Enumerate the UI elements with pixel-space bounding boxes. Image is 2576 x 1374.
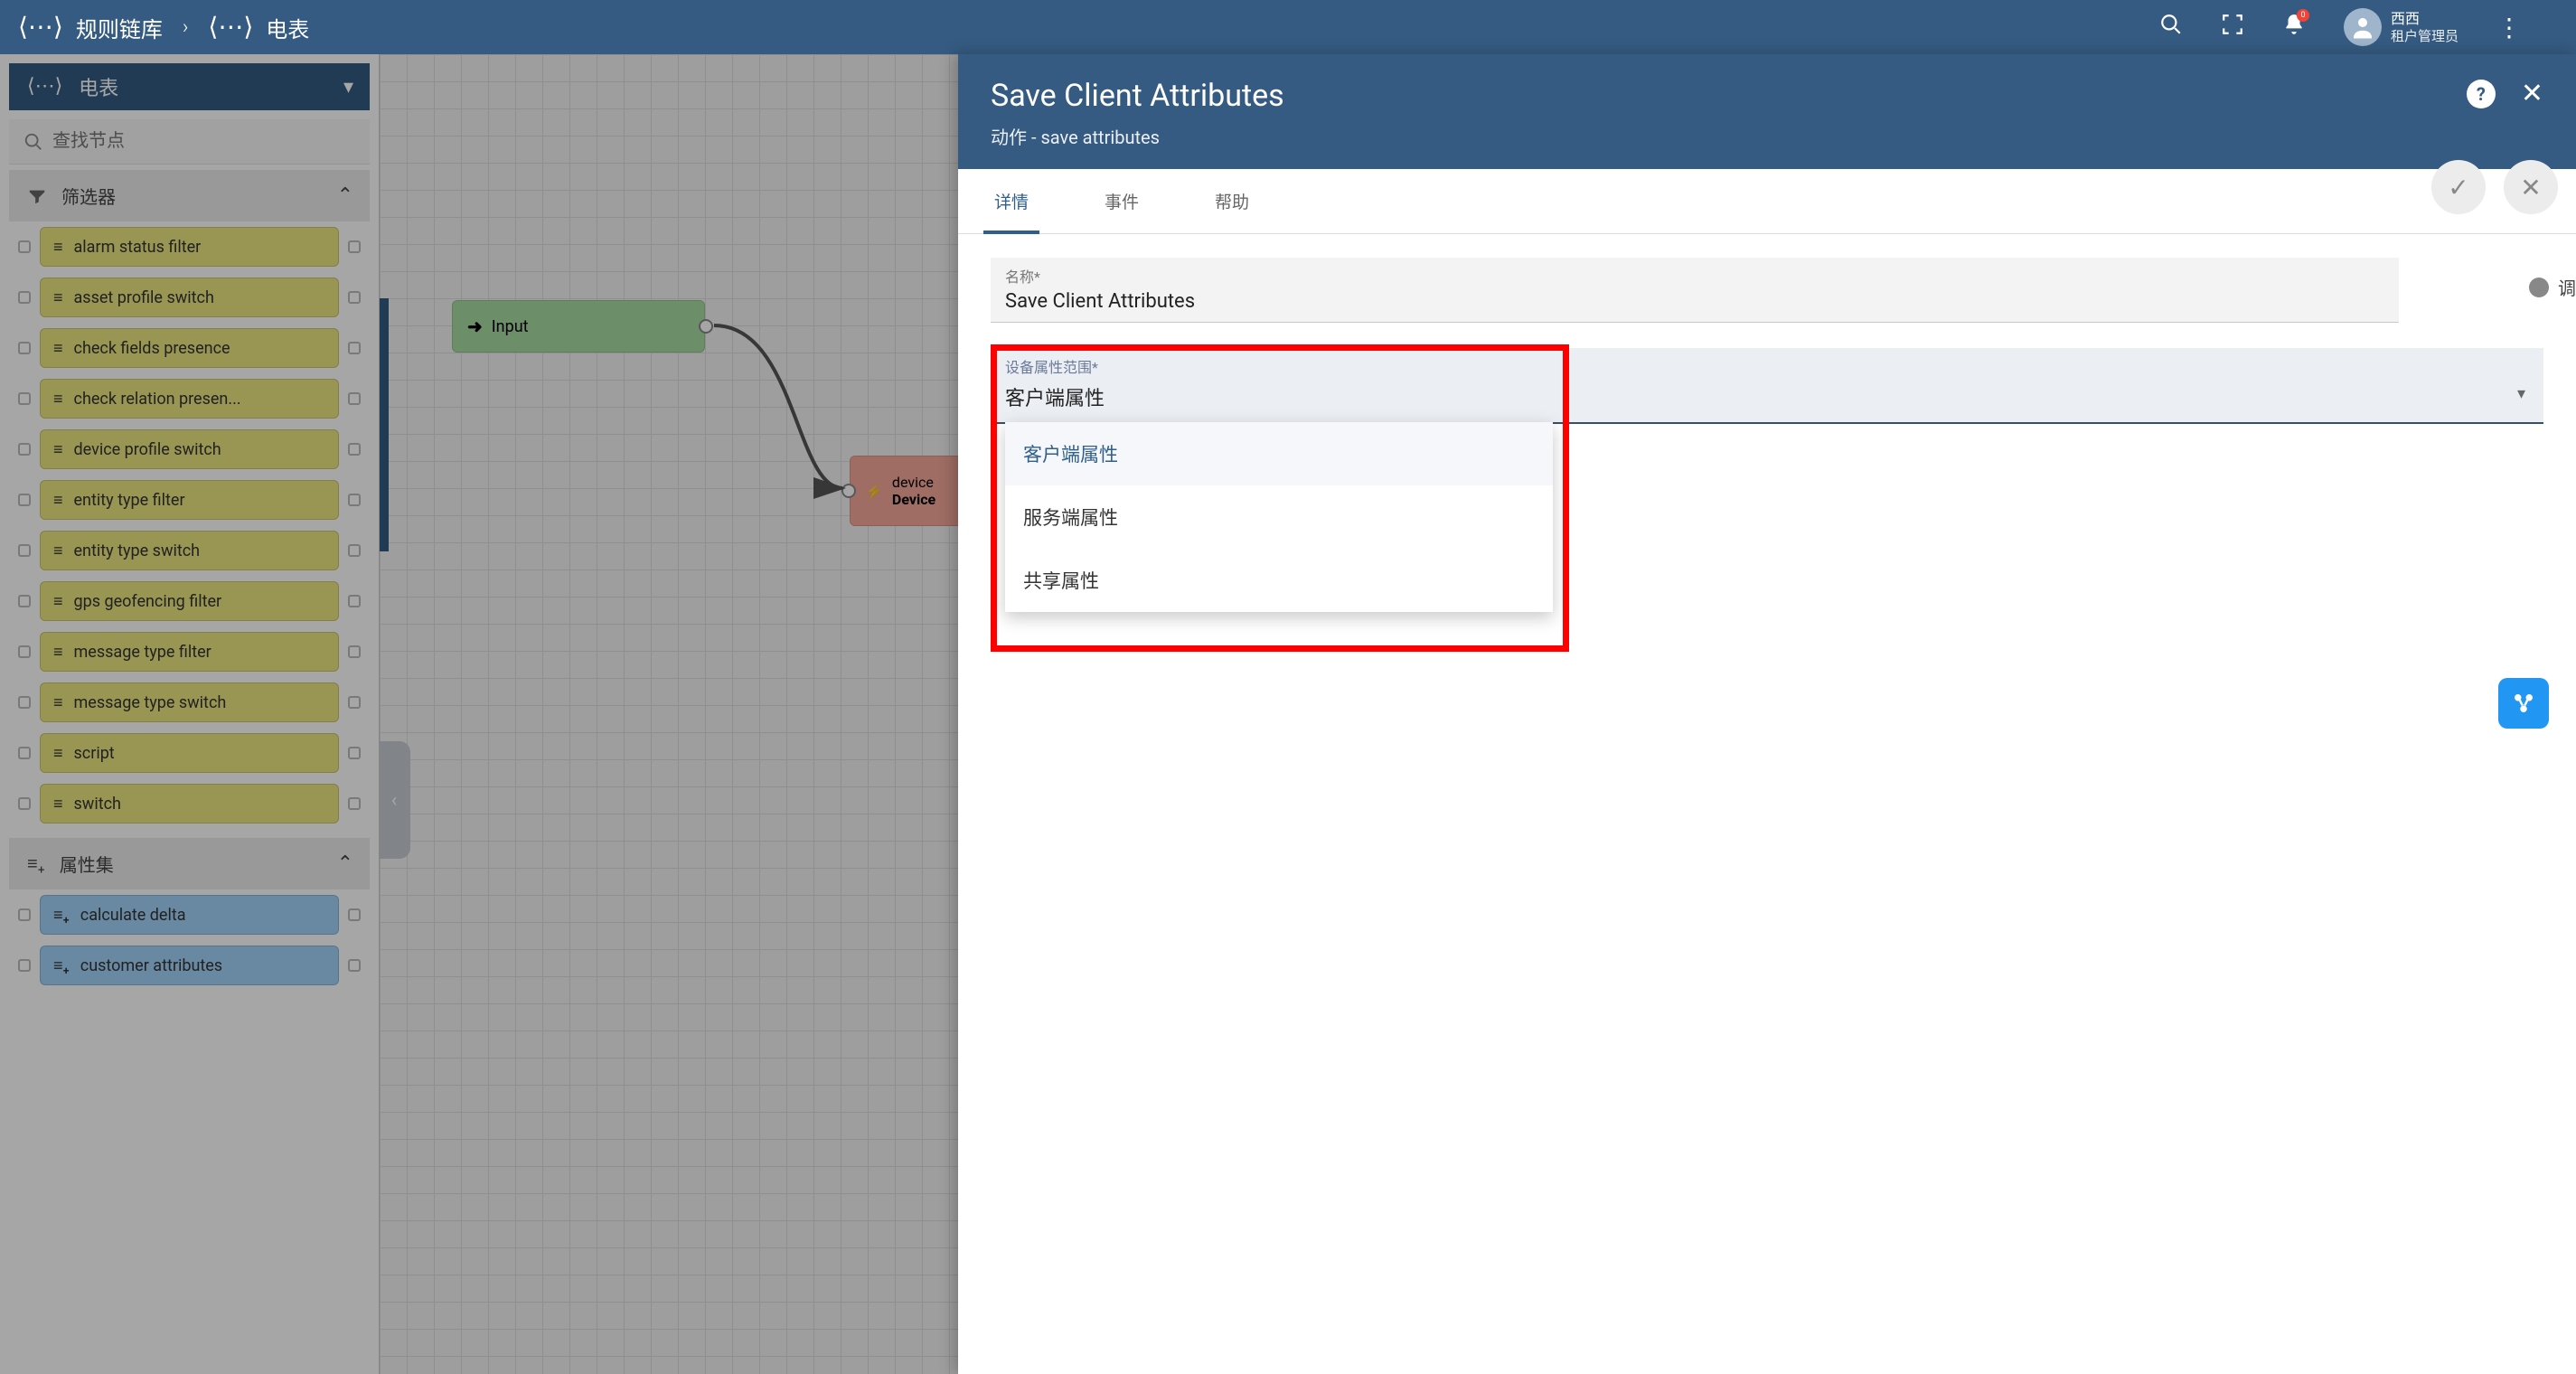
scope-option[interactable]: 服务端属性 [1005, 485, 1553, 549]
user-name: 西西 [2391, 10, 2458, 27]
drawer-title: Save Client Attributes [991, 78, 1284, 114]
scope-dropdown: 客户端属性 服务端属性 共享属性 [1005, 422, 1553, 612]
field-value[interactable]: Save Client Attributes [1005, 287, 2399, 313]
fab-button[interactable] [2498, 678, 2549, 729]
debug-toggle[interactable]: 调试模 [2529, 274, 2576, 300]
name-field[interactable]: 名称* Save Client Attributes [991, 258, 2399, 323]
drawer-header: Save Client Attributes 动作 - save attribu… [958, 54, 2576, 169]
fullscreen-icon[interactable] [2221, 13, 2244, 42]
cancel-button[interactable]: ✕ [2504, 160, 2558, 214]
scope-select-wrap: 设备属性范围* 客户端属性 ▾ 客户端属性 服务端属性 共享属性 [991, 348, 2543, 424]
user-menu[interactable]: 西西 租户管理员 [2344, 8, 2458, 46]
tab-details[interactable]: 详情 [983, 169, 1039, 233]
caret-down-icon: ▾ [2517, 384, 2525, 403]
field-label: 设备属性范围* [1005, 355, 2543, 377]
drawer-subtitle: 动作 - save attributes [991, 123, 1284, 149]
avatar-icon [2344, 8, 2382, 46]
node-details-drawer: Save Client Attributes 动作 - save attribu… [958, 54, 2576, 1374]
code-icon: ⟨⋯⟩ [18, 12, 63, 43]
bell-icon[interactable]: 0 [2282, 13, 2306, 42]
bell-badge: 0 [2297, 9, 2309, 22]
field-value: 客户端属性 [1005, 377, 2543, 411]
chevron-right-icon: › [183, 16, 189, 39]
apply-button[interactable]: ✓ [2431, 160, 2486, 214]
scope-option[interactable]: 客户端属性 [1005, 422, 1553, 485]
scope-select[interactable]: 设备属性范围* 客户端属性 [991, 348, 2543, 424]
code-icon: ⟨⋯⟩ [208, 12, 253, 43]
top-bar: ⟨⋯⟩ 规则链库 › ⟨⋯⟩ 电表 0 西西 租户管理员 ⋮ [0, 0, 2576, 54]
scope-option[interactable]: 共享属性 [1005, 549, 1553, 612]
tab-events[interactable]: 事件 [1094, 169, 1150, 233]
toggle-icon [2529, 278, 2549, 297]
help-icon[interactable]: ? [2467, 80, 2496, 108]
tab-help[interactable]: 帮助 [1204, 169, 1260, 233]
search-icon[interactable] [2159, 13, 2183, 42]
close-icon[interactable]: ✕ [2521, 78, 2543, 109]
drawer-tabs: 详情 事件 帮助 ✓ ✕ [958, 169, 2576, 234]
field-label: 名称* [1005, 265, 2399, 287]
more-icon[interactable]: ⋮ [2496, 13, 2522, 42]
breadcrumb-root[interactable]: 规则链库 [76, 12, 163, 43]
debug-label: 调试模 [2558, 274, 2576, 300]
breadcrumb-current: 电表 [266, 12, 309, 43]
user-role: 租户管理员 [2391, 28, 2458, 44]
